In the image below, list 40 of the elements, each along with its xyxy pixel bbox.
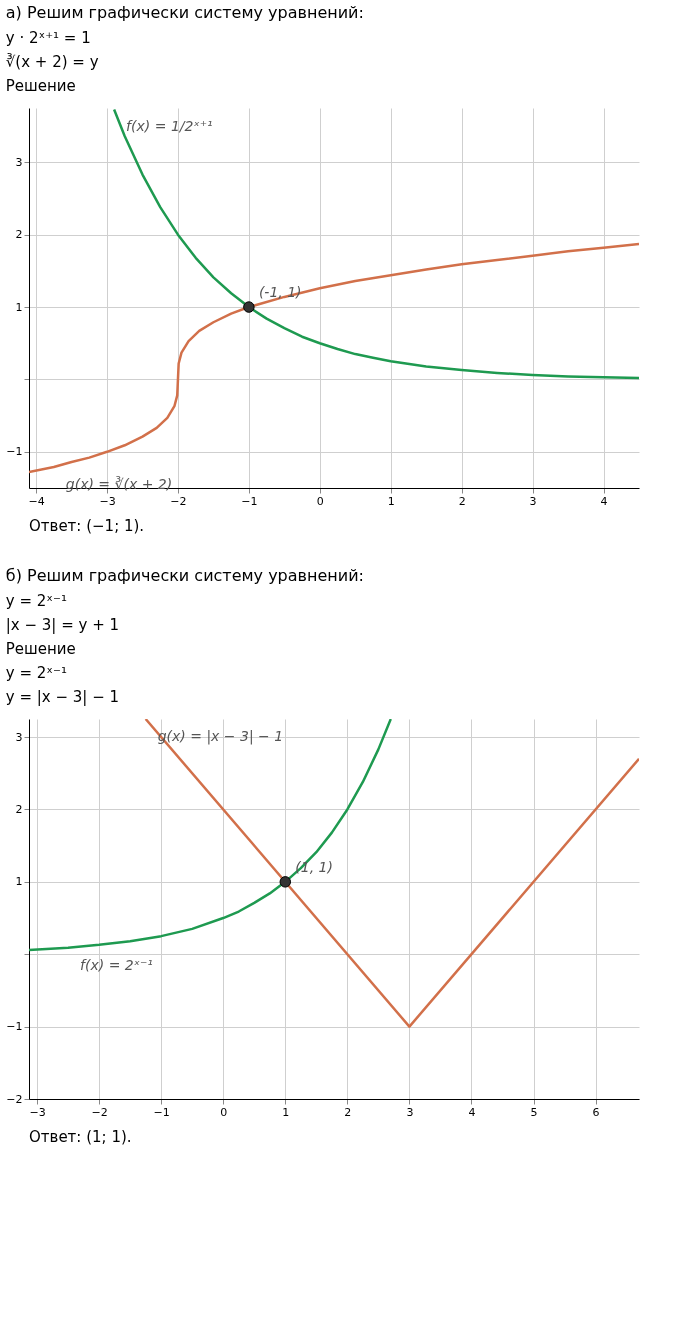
chart-title: б) Решим графически систему уравнений: [5,566,364,585]
x-tick-label: 6 [592,1105,600,1119]
x-tick-label: 2 [344,1105,352,1119]
x-tick-label: 1 [282,1105,290,1119]
text: Ответ: (−1; 1). [29,517,145,535]
x-tick-label: −1 [241,494,258,508]
x-tick-label: −1 [153,1105,170,1119]
x-tick-label: 3 [529,494,537,508]
x-tick-label: 1 [387,494,395,508]
line-series [112,108,639,380]
x-tick-label: −3 [99,494,116,508]
y-tick-label: −1 [6,445,23,459]
x-tick-label: −2 [91,1105,108,1119]
chart-subtitle: y = 2ˣ⁻¹ |x − 3| = y + 1 Решение y = 2ˣ⁻¹ y = |x − 3| − 1 [5,592,120,706]
chart-title: а) Решим графически систему уравнений: [5,3,364,22]
annotation: f(x) = 2ˣ⁻¹ [80,956,153,973]
x-tick-label: −3 [29,1105,46,1119]
x-tick-label: 0 [316,494,324,508]
chart-subtitle: y · 2ˣ⁺¹ = 1 ∛(x + 2) = y Решение [5,29,99,95]
y-tick-label: −2 [6,1092,23,1106]
y-tick-label: 2 [15,228,23,242]
y-tick-label: 1 [15,300,23,314]
y-tick-label: 1 [15,875,23,889]
y-tick-label: 2 [15,802,23,816]
x-tick-label: 5 [530,1105,538,1119]
line-series [29,242,639,474]
text: Ответ: (1; 1). [29,1128,132,1146]
x-tick-label: −4 [28,494,45,508]
x-tick-label: 4 [468,1105,476,1119]
x-tick-label: 4 [600,494,608,508]
annotation: f(x) = 1/2ˣ⁺¹ [126,118,213,135]
y-tick-label: 3 [15,155,23,169]
x-tick-label: 0 [220,1105,228,1119]
x-tick-label: 3 [406,1105,414,1119]
y-tick-label: 3 [15,730,23,744]
x-tick-label: 2 [458,494,466,508]
annotation: g(x) = ∛(x + 2) [65,476,173,493]
x-tick-label: −2 [170,494,187,508]
line-series [29,719,393,952]
y-tick-label: −1 [6,1020,23,1034]
